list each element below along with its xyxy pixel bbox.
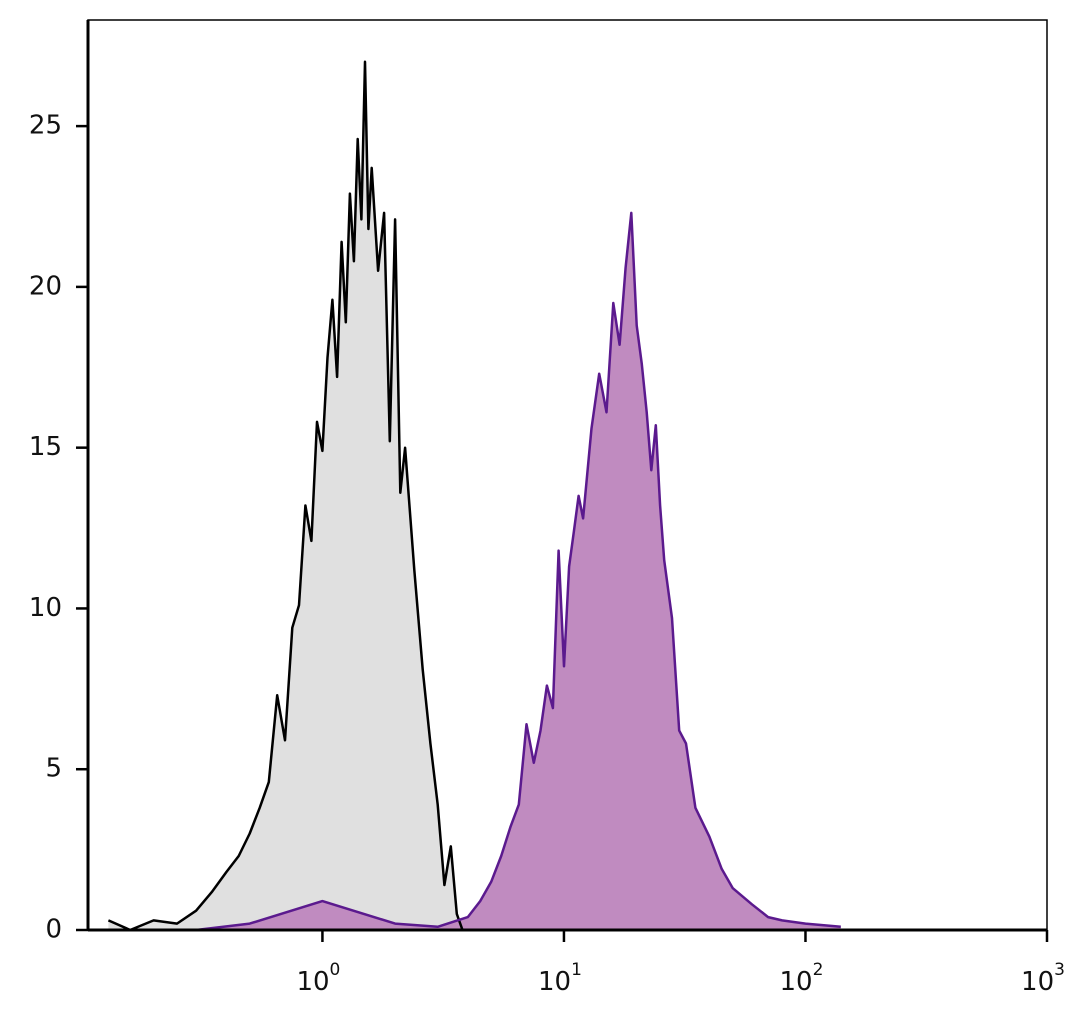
x-tick-base: 10 [538, 967, 571, 997]
x-tick-power: 1 [571, 960, 582, 980]
x-tick-label: 100 [296, 960, 340, 997]
y-tick-label: 25 [29, 111, 62, 141]
histogram-area [108, 61, 463, 931]
x-tick-label: 102 [780, 960, 824, 997]
histogram-line [195, 211, 841, 932]
histogram-line [107, 60, 464, 932]
y-tick-label: 0 [45, 915, 62, 945]
x-tick-label: 103 [1021, 960, 1065, 997]
x-tick-base: 10 [296, 967, 329, 997]
x-tick-label: 101 [538, 960, 582, 997]
x-tick-base: 10 [780, 967, 813, 997]
y-tick-label: 5 [45, 754, 62, 784]
histogram-area [196, 212, 841, 930]
y-tick-label: 15 [29, 432, 62, 462]
x-tick-power: 2 [813, 960, 824, 980]
x-tick-power: 3 [1054, 960, 1065, 980]
y-tick-label: 20 [29, 271, 62, 301]
x-tick-base: 10 [1021, 967, 1054, 997]
x-tick-power: 0 [330, 960, 341, 980]
y-tick-label: 10 [29, 593, 62, 623]
